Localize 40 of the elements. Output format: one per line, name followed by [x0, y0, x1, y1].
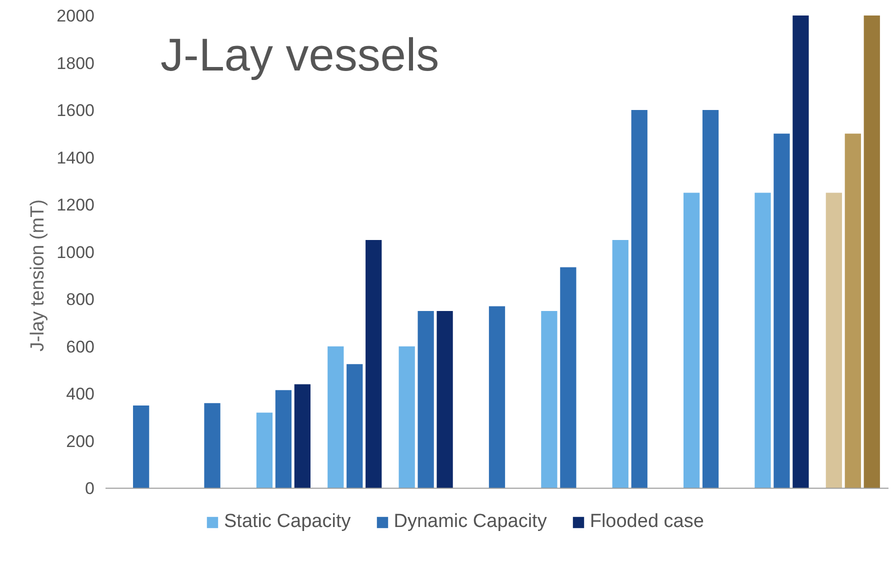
bar: [754, 192, 771, 488]
bar: [702, 110, 719, 488]
bar: [204, 403, 220, 488]
y-tick-label: 0: [85, 479, 95, 498]
y-tick-label: 1000: [56, 242, 95, 262]
bar: [366, 240, 382, 488]
bar: [328, 346, 344, 488]
y-tick-label: 2000: [56, 6, 95, 26]
bar: [612, 240, 628, 488]
y-tick-label: 1600: [56, 101, 95, 120]
bar: [864, 16, 880, 488]
bar: [398, 346, 415, 488]
y-tick-label: 1400: [56, 148, 95, 168]
y-tick-label: 400: [66, 384, 95, 404]
bar: [792, 16, 809, 488]
bar: [294, 384, 311, 488]
y-tick-label: 1800: [56, 54, 95, 73]
bar: [133, 406, 150, 488]
bar: [346, 364, 363, 488]
bar: [631, 110, 648, 488]
bar: [844, 134, 861, 488]
legend-label: Dynamic Capacity: [394, 511, 547, 533]
y-tick-label: 200: [66, 432, 95, 451]
bar: [560, 267, 576, 488]
bar: [488, 306, 506, 488]
y-tick-label: 1200: [56, 196, 95, 215]
bar: [826, 192, 842, 488]
bar: [774, 134, 790, 488]
bar: [683, 192, 700, 488]
legend-label: Flooded case: [590, 511, 704, 533]
bar: [418, 310, 434, 488]
chart-title: J-Lay vessels: [160, 28, 440, 80]
bar: [541, 310, 558, 488]
bar: [436, 310, 453, 488]
y-axis-title: J-lay tension (mT): [28, 199, 49, 352]
y-tick-label: 800: [66, 290, 95, 310]
bar: [256, 412, 273, 488]
y-tick-label: 600: [66, 337, 95, 356]
bar: [275, 390, 292, 488]
legend-label: Static Capacity: [224, 511, 351, 533]
